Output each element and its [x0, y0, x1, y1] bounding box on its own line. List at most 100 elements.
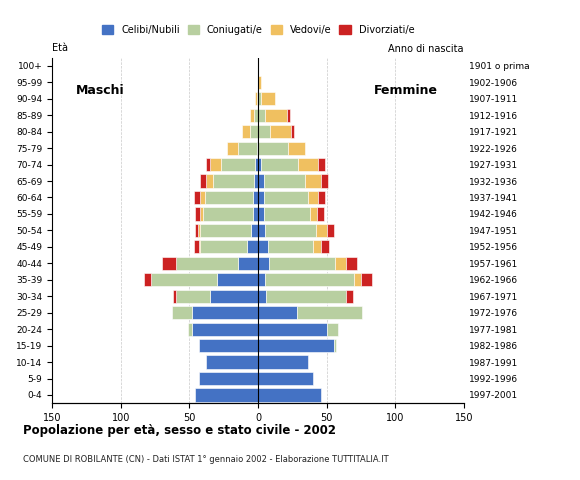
- Bar: [291, 125, 294, 138]
- Bar: [321, 240, 329, 253]
- Bar: [162, 257, 176, 270]
- Bar: [335, 257, 346, 270]
- Bar: [318, 191, 325, 204]
- Bar: [205, 191, 253, 204]
- Bar: [258, 207, 263, 220]
- Bar: [318, 158, 325, 171]
- Bar: [242, 125, 250, 138]
- Bar: [327, 323, 338, 336]
- Bar: [265, 273, 354, 287]
- Bar: [304, 174, 321, 188]
- Bar: [206, 356, 258, 369]
- Bar: [258, 306, 296, 319]
- Bar: [188, 323, 192, 336]
- Bar: [261, 92, 274, 105]
- Bar: [269, 257, 335, 270]
- Bar: [201, 207, 203, 220]
- Bar: [253, 207, 258, 220]
- Bar: [258, 388, 321, 402]
- Bar: [199, 339, 258, 352]
- Bar: [213, 174, 254, 188]
- Bar: [313, 240, 321, 253]
- Bar: [250, 125, 258, 138]
- Bar: [151, 273, 217, 287]
- Bar: [268, 240, 313, 253]
- Bar: [257, 142, 258, 155]
- Bar: [144, 273, 151, 287]
- Bar: [217, 273, 258, 287]
- Bar: [258, 158, 261, 171]
- Bar: [258, 273, 265, 287]
- Bar: [346, 257, 357, 270]
- Bar: [198, 224, 201, 237]
- Bar: [221, 158, 255, 171]
- Bar: [258, 339, 334, 352]
- Bar: [258, 289, 266, 303]
- Bar: [310, 207, 317, 220]
- Bar: [258, 142, 288, 155]
- Bar: [265, 224, 316, 237]
- Bar: [266, 289, 346, 303]
- Bar: [172, 306, 192, 319]
- Bar: [334, 339, 336, 352]
- Bar: [199, 372, 258, 385]
- Bar: [307, 191, 318, 204]
- Bar: [263, 191, 307, 204]
- Bar: [201, 224, 251, 237]
- Bar: [354, 273, 361, 287]
- Bar: [288, 142, 304, 155]
- Bar: [195, 207, 201, 220]
- Bar: [258, 372, 313, 385]
- Bar: [206, 174, 213, 188]
- Bar: [176, 257, 238, 270]
- Text: Maschi: Maschi: [76, 84, 125, 97]
- Bar: [254, 108, 258, 122]
- Bar: [195, 388, 258, 402]
- Bar: [192, 323, 258, 336]
- Bar: [258, 323, 327, 336]
- Bar: [261, 158, 298, 171]
- Bar: [255, 158, 258, 171]
- Bar: [257, 92, 258, 105]
- Bar: [206, 158, 210, 171]
- Bar: [317, 207, 324, 220]
- Bar: [265, 108, 287, 122]
- Bar: [238, 142, 257, 155]
- Bar: [253, 191, 258, 204]
- Bar: [192, 306, 258, 319]
- Bar: [361, 273, 372, 287]
- Bar: [258, 76, 261, 89]
- Bar: [316, 224, 327, 237]
- Bar: [321, 174, 328, 188]
- Bar: [176, 289, 210, 303]
- Bar: [210, 158, 221, 171]
- Bar: [263, 174, 304, 188]
- Bar: [258, 240, 268, 253]
- Bar: [255, 92, 257, 105]
- Bar: [270, 125, 291, 138]
- Bar: [195, 224, 198, 237]
- Bar: [201, 191, 205, 204]
- Bar: [238, 257, 258, 270]
- Text: Femmine: Femmine: [374, 84, 438, 97]
- Bar: [296, 306, 362, 319]
- Text: Popolazione per età, sesso e stato civile - 2002: Popolazione per età, sesso e stato civil…: [23, 424, 336, 437]
- Bar: [263, 207, 310, 220]
- Bar: [247, 240, 258, 253]
- Bar: [203, 207, 253, 220]
- Bar: [346, 289, 353, 303]
- Bar: [327, 224, 333, 237]
- Bar: [201, 174, 206, 188]
- Bar: [258, 174, 263, 188]
- Text: Età: Età: [52, 43, 68, 53]
- Bar: [258, 108, 265, 122]
- Bar: [199, 240, 201, 253]
- Bar: [258, 92, 261, 105]
- Bar: [251, 224, 258, 237]
- Bar: [258, 224, 265, 237]
- Bar: [258, 356, 307, 369]
- Bar: [201, 240, 247, 253]
- Bar: [250, 108, 254, 122]
- Bar: [173, 289, 176, 303]
- Text: COMUNE DI ROBILANTE (CN) - Dati ISTAT 1° gennaio 2002 - Elaborazione TUTTITALIA.: COMUNE DI ROBILANTE (CN) - Dati ISTAT 1°…: [23, 455, 389, 464]
